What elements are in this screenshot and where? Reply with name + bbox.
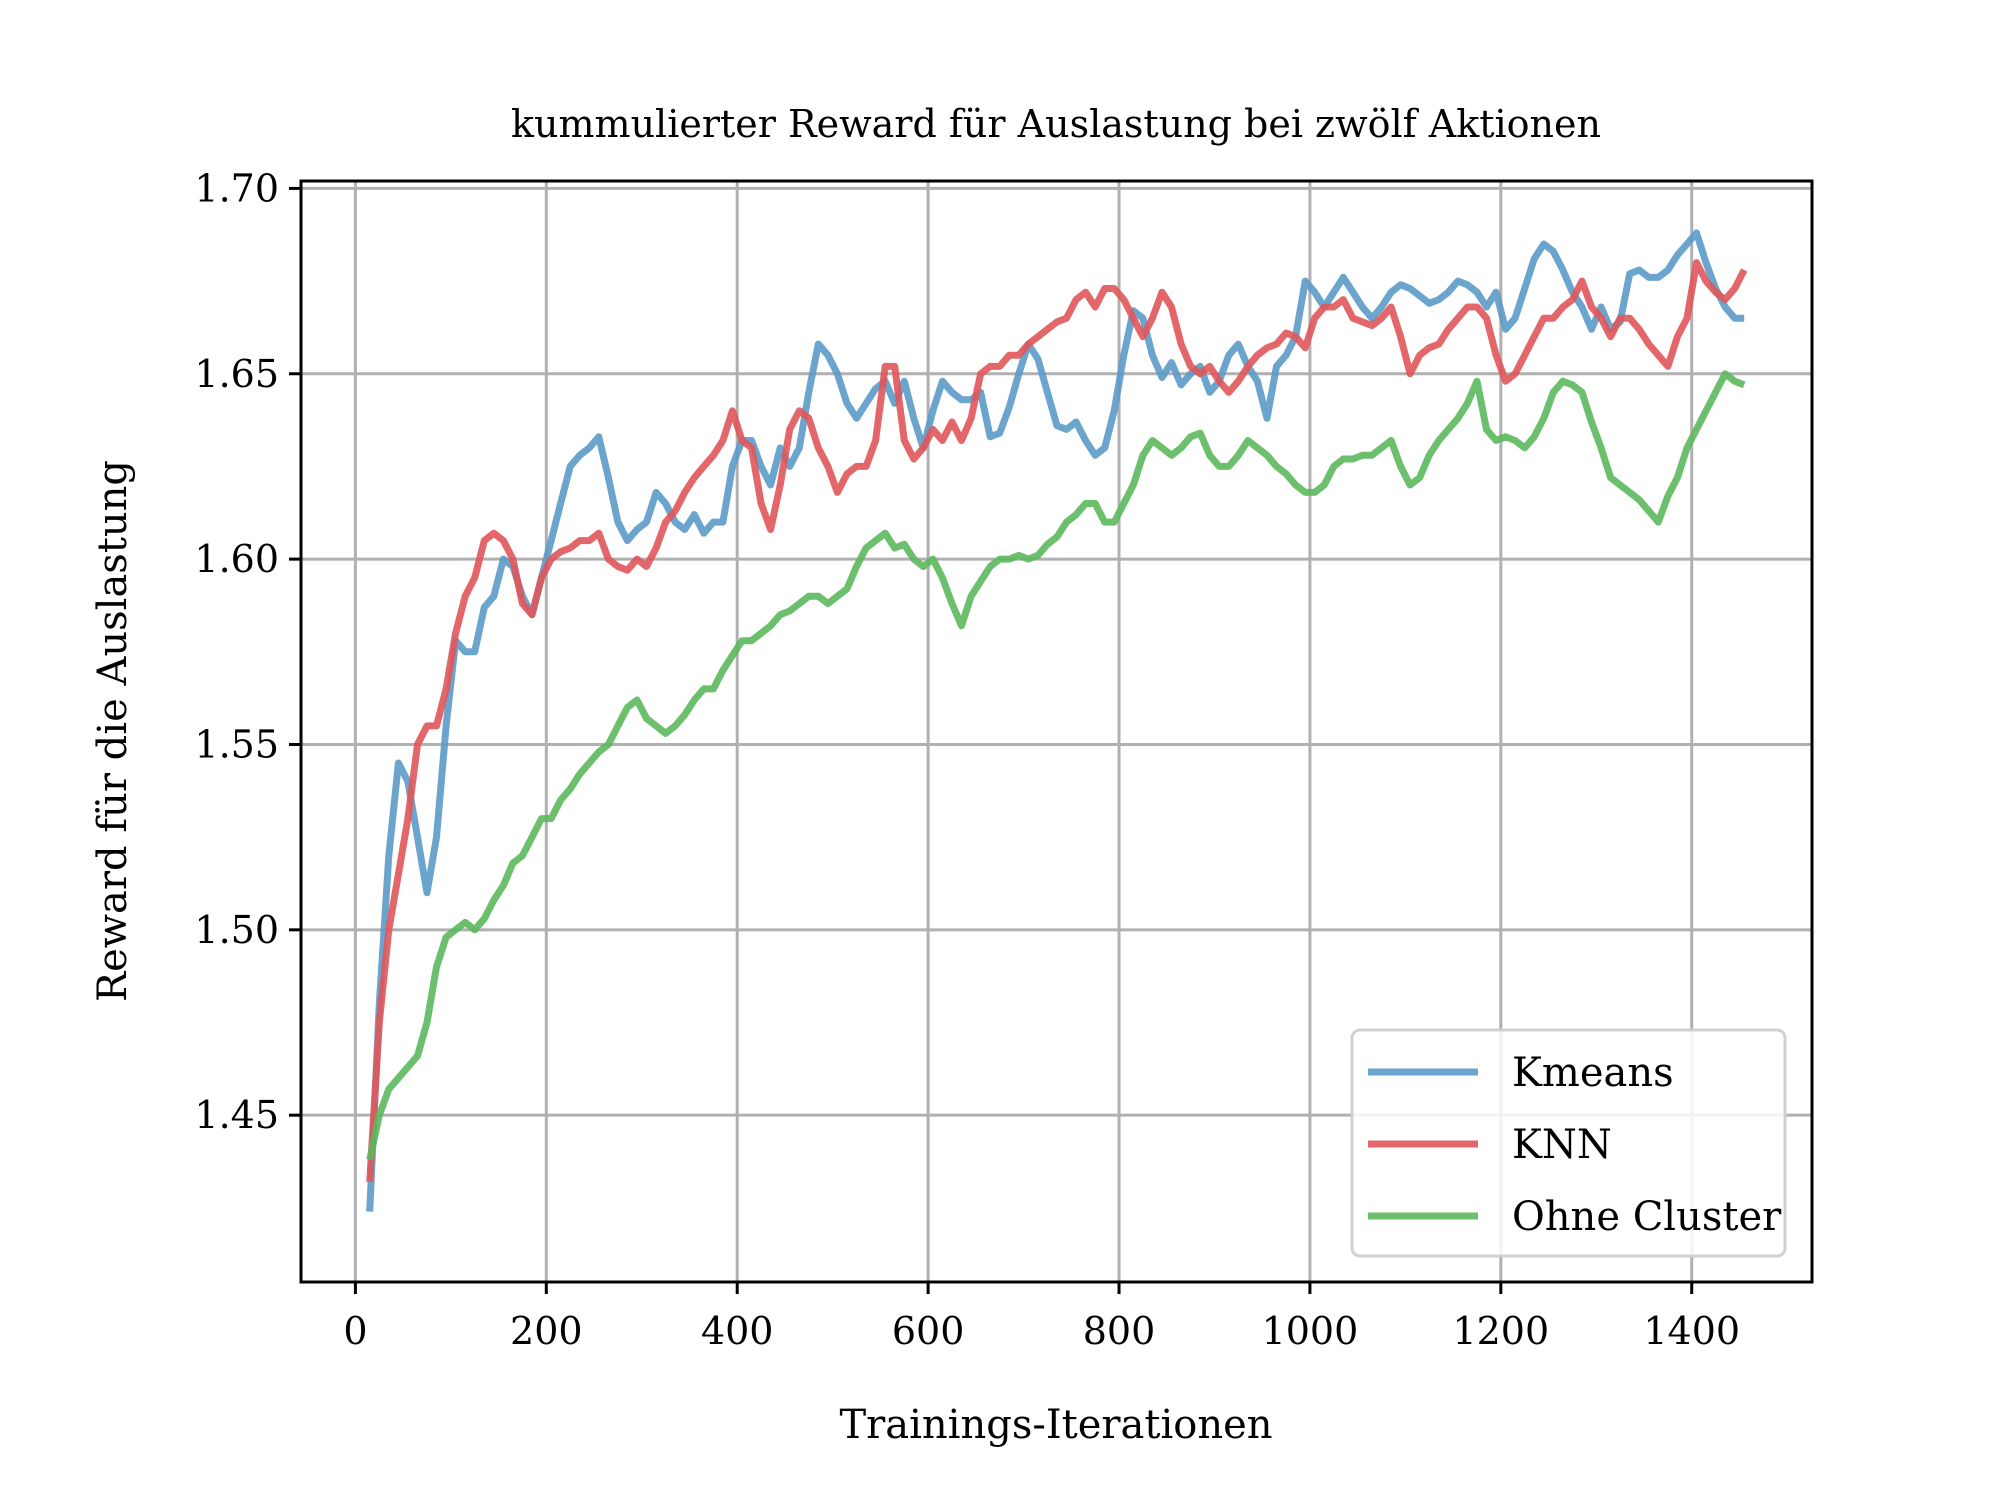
x-tick-label: 1200: [1452, 1309, 1549, 1353]
chart-title: kummulierter Reward für Auslastung bei z…: [511, 102, 1601, 146]
series-line-3: [366, 370, 1746, 1161]
x-tick-label: 1400: [1643, 1309, 1740, 1353]
x-tick-label: 200: [510, 1309, 583, 1353]
series-line-2: [366, 259, 1748, 1183]
x-tick-label: 0: [343, 1309, 367, 1353]
legend-label: Ohne Cluster: [1512, 1194, 1782, 1240]
y-tick-label: 1.65: [194, 352, 279, 396]
x-axis-label: Trainings-Iterationen: [839, 1402, 1272, 1448]
x-tick-label: 800: [1083, 1309, 1156, 1353]
y-tick-label: 1.55: [194, 722, 279, 766]
series-line-1: [366, 229, 1745, 1212]
x-tick-label: 1000: [1262, 1309, 1359, 1353]
plot-frame: [299, 179, 1814, 1284]
legend-label: KNN: [1512, 1122, 1612, 1168]
y-axis-label: Reward für die Auslastung: [90, 460, 136, 1002]
legend-label: Kmeans: [1512, 1050, 1674, 1096]
grid-lines: [301, 181, 1812, 1282]
series-group: [366, 229, 1748, 1212]
y-tick-label: 1.70: [194, 166, 279, 210]
axis-ticks: 0 200 400 600 800 1000 1200 1400 1.45 1.50 1.55 1.6…: [194, 166, 1740, 1353]
y-tick-label: 1.45: [194, 1093, 279, 1137]
x-tick-label: 400: [701, 1309, 774, 1353]
legend-box: [1350, 1028, 1787, 1258]
y-tick-label: 1.50: [194, 908, 279, 952]
legend: Kmeans KNN Ohne Cluster: [1350, 1028, 1787, 1258]
x-tick-label: 600: [892, 1309, 965, 1353]
y-tick-label: 1.60: [194, 537, 279, 581]
